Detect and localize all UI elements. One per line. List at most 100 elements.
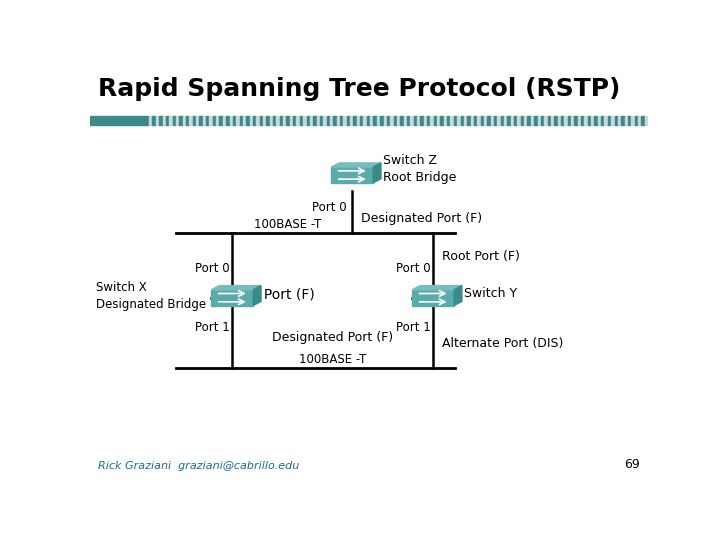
Bar xyxy=(377,116,380,125)
Bar xyxy=(310,116,313,125)
Bar xyxy=(317,116,320,125)
Text: Rapid Spanning Tree Protocol (RSTP): Rapid Spanning Tree Protocol (RSTP) xyxy=(98,77,620,102)
Bar xyxy=(330,116,333,125)
Bar xyxy=(404,116,407,125)
Bar xyxy=(454,116,457,125)
Bar xyxy=(634,116,638,125)
Bar xyxy=(577,116,581,125)
Bar xyxy=(366,116,370,125)
Polygon shape xyxy=(413,286,462,290)
Bar xyxy=(423,116,427,125)
Bar xyxy=(534,116,538,125)
Bar xyxy=(340,116,343,125)
Bar xyxy=(538,116,541,125)
Bar xyxy=(461,116,464,125)
Text: Alternate Port (DIS): Alternate Port (DIS) xyxy=(441,337,563,350)
Bar xyxy=(464,116,467,125)
Bar xyxy=(307,116,310,125)
Bar xyxy=(441,116,444,125)
Bar xyxy=(313,116,317,125)
Bar xyxy=(293,116,297,125)
Bar xyxy=(354,116,356,125)
Bar xyxy=(222,116,226,125)
Bar xyxy=(451,116,454,125)
Bar xyxy=(287,116,289,125)
Bar xyxy=(279,116,283,125)
Bar xyxy=(189,116,193,125)
Bar xyxy=(631,116,634,125)
Bar xyxy=(256,116,260,125)
Bar xyxy=(618,116,621,125)
Bar xyxy=(447,116,451,125)
Bar xyxy=(203,116,206,125)
Text: Port 1: Port 1 xyxy=(194,321,230,334)
Bar xyxy=(360,116,364,125)
Bar xyxy=(621,116,624,125)
Bar xyxy=(644,116,648,125)
Bar xyxy=(624,116,628,125)
Bar xyxy=(528,116,531,125)
Bar xyxy=(551,116,554,125)
Text: 100BASE -T: 100BASE -T xyxy=(254,218,322,231)
Bar xyxy=(474,116,477,125)
Bar xyxy=(477,116,481,125)
Bar xyxy=(163,116,166,125)
Bar xyxy=(595,116,598,125)
Bar xyxy=(615,116,618,125)
Bar xyxy=(327,116,330,125)
Text: Designated Port (F): Designated Port (F) xyxy=(272,330,393,343)
Bar xyxy=(206,116,210,125)
Text: Rick Graziani  graziani@cabrillo.edu: Rick Graziani graziani@cabrillo.edu xyxy=(98,462,299,471)
Bar xyxy=(571,116,575,125)
Bar xyxy=(266,116,270,125)
Bar xyxy=(169,116,173,125)
Bar xyxy=(514,116,518,125)
Polygon shape xyxy=(212,286,261,290)
Polygon shape xyxy=(331,163,381,167)
Bar xyxy=(394,116,397,125)
Bar xyxy=(356,116,360,125)
Bar xyxy=(481,116,484,125)
Bar xyxy=(457,116,461,125)
Bar xyxy=(199,116,203,125)
Text: Root Port (F): Root Port (F) xyxy=(228,287,315,301)
Bar xyxy=(350,116,354,125)
Polygon shape xyxy=(413,290,454,306)
Text: Port 0: Port 0 xyxy=(396,262,431,275)
Bar xyxy=(236,116,240,125)
Bar xyxy=(145,116,149,125)
Bar xyxy=(407,116,410,125)
Bar xyxy=(193,116,196,125)
Text: Designated Port (F): Designated Port (F) xyxy=(361,212,482,225)
Bar xyxy=(260,116,263,125)
Bar xyxy=(179,116,183,125)
Bar xyxy=(210,116,213,125)
Bar xyxy=(166,116,169,125)
Bar xyxy=(601,116,605,125)
Bar xyxy=(300,116,303,125)
Bar xyxy=(567,116,571,125)
Bar xyxy=(585,116,588,125)
Text: Root Port (F): Root Port (F) xyxy=(441,250,519,263)
Bar xyxy=(420,116,423,125)
Text: 100BASE -T: 100BASE -T xyxy=(299,353,366,366)
Bar xyxy=(186,116,189,125)
Bar xyxy=(400,116,404,125)
Bar xyxy=(333,116,337,125)
Bar xyxy=(337,116,340,125)
Bar xyxy=(176,116,179,125)
Text: Port 1: Port 1 xyxy=(395,321,431,334)
Bar xyxy=(521,116,524,125)
Bar xyxy=(591,116,595,125)
Polygon shape xyxy=(212,290,253,306)
Bar xyxy=(347,116,350,125)
Bar xyxy=(554,116,557,125)
Bar xyxy=(173,116,176,125)
Bar xyxy=(541,116,544,125)
Bar xyxy=(246,116,250,125)
Polygon shape xyxy=(454,286,462,306)
Bar xyxy=(467,116,471,125)
Polygon shape xyxy=(253,286,261,306)
Bar xyxy=(323,116,327,125)
Bar xyxy=(471,116,474,125)
